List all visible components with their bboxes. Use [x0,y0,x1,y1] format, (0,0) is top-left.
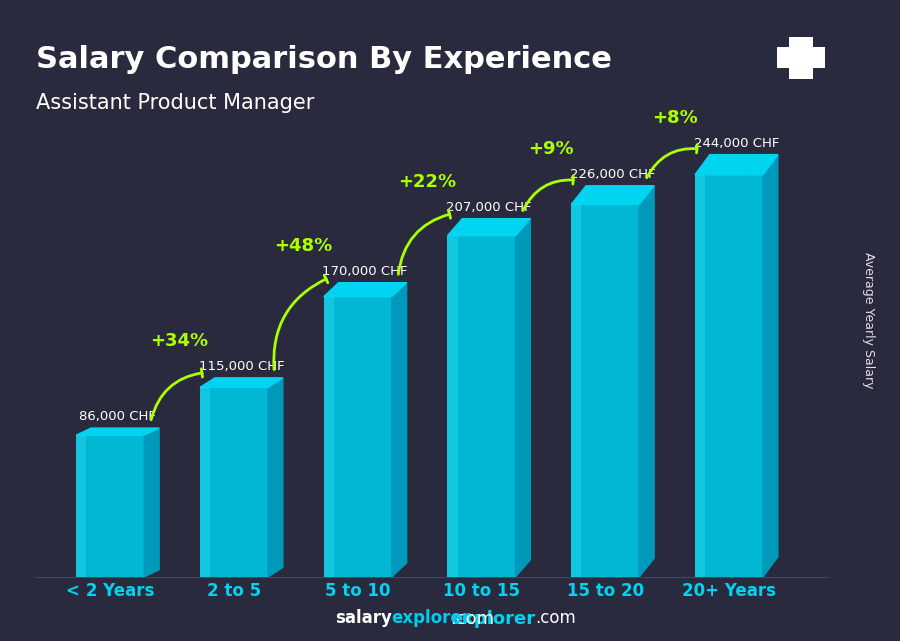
Bar [695,175,706,577]
Text: 170,000 CHF: 170,000 CHF [322,265,408,278]
Text: +9%: +9% [528,140,573,158]
Polygon shape [572,186,654,204]
Polygon shape [447,219,530,236]
Text: +8%: +8% [652,109,698,127]
Text: Average Yearly Salary: Average Yearly Salary [862,253,875,388]
Text: 86,000 CHF: 86,000 CHF [79,410,156,424]
Bar [76,435,86,577]
Text: 115,000 CHF: 115,000 CHF [199,360,284,373]
Text: salary: salary [335,609,392,627]
Polygon shape [392,283,407,577]
Bar [447,236,458,577]
Text: +48%: +48% [274,237,332,255]
Polygon shape [516,219,530,577]
Text: Assistant Product Manager: Assistant Product Manager [36,93,314,113]
Polygon shape [200,378,283,387]
Text: .com: .com [536,609,576,627]
Bar [200,387,211,577]
Text: explorer: explorer [450,610,536,628]
Text: 207,000 CHF: 207,000 CHF [446,201,532,214]
Bar [777,47,825,69]
Bar [324,297,334,577]
Polygon shape [144,428,159,577]
Bar [447,236,516,577]
Polygon shape [268,378,283,577]
Polygon shape [763,154,778,577]
Text: 244,000 CHF: 244,000 CHF [694,137,779,150]
Text: .com: .com [450,610,494,628]
Bar [76,435,144,577]
Polygon shape [695,154,778,175]
Text: explorer: explorer [392,609,471,627]
Bar [572,204,639,577]
Bar [324,297,392,577]
Bar [788,37,814,79]
Bar [200,387,268,577]
Bar [572,204,581,577]
Polygon shape [76,428,159,435]
Text: 226,000 CHF: 226,000 CHF [570,168,655,181]
Text: +22%: +22% [398,173,456,191]
Text: +34%: +34% [150,332,209,350]
Polygon shape [639,186,654,577]
Polygon shape [324,283,407,297]
Text: Salary Comparison By Experience: Salary Comparison By Experience [36,45,612,74]
Bar [695,175,763,577]
